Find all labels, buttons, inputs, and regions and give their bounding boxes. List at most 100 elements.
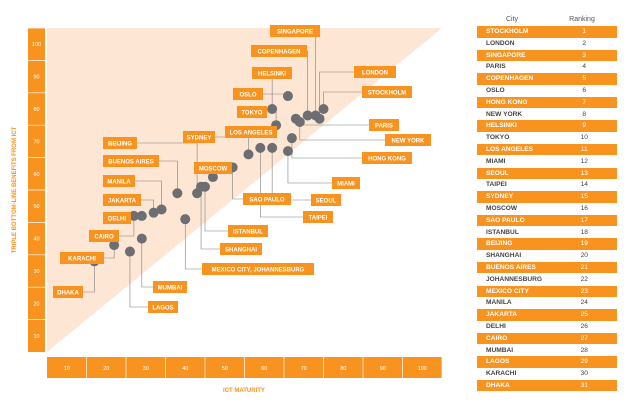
ranking-value: 2 [582, 39, 587, 47]
y-tick-label: 80 [33, 107, 39, 113]
point-label-box [332, 177, 360, 189]
x-tick-label: 20 [103, 366, 109, 372]
ranking-value: 9 [582, 122, 587, 130]
point-label-box [243, 193, 291, 205]
ranking-city: CAIRO [486, 334, 508, 342]
ranking-value: 14 [580, 181, 588, 189]
point-label-box [311, 194, 341, 206]
point-label: OSLO [239, 92, 256, 98]
ranking-row: ISTANBUL 18 [477, 226, 617, 239]
ranking-city: SEOUL [486, 169, 509, 177]
x-axis-bar: 10 20 30 40 50 60 70 80 90 100 [47, 357, 443, 378]
ranking-value: 13 [580, 169, 588, 177]
ranking-row: STOCKHOLM 1 [477, 26, 617, 38]
point-label: STOCKHOLM [368, 90, 407, 96]
point-label: JAKARTA [108, 198, 137, 204]
data-point-mexico-city-johannesburg [180, 214, 191, 225]
ranking-city: STOCKHOLM [486, 28, 529, 35]
point-label: DHAKA [57, 290, 79, 296]
ranking-value: 25 [580, 311, 588, 319]
point-label: SINGAPORE [277, 29, 313, 35]
y-tick-label: 40 [33, 237, 39, 243]
ranking-city: HELSINKI [486, 122, 517, 130]
ranking-city: TOKYO [486, 134, 510, 142]
ranking-value: 19 [580, 240, 588, 248]
point-label: SYDNEY [187, 135, 212, 141]
ranking-row: BEIJING 19 [477, 238, 617, 250]
point-label: COPENHAGEN [257, 49, 300, 55]
point-label: SEOUL [316, 198, 337, 204]
data-point-jakarta [148, 207, 159, 218]
point-label-box [237, 106, 267, 118]
ranking-value: 30 [580, 370, 588, 378]
point-label-box [369, 119, 399, 131]
ranking-city: LOS ANGELES [486, 145, 534, 153]
point-label-box [148, 301, 178, 313]
ranking-city: MANILA [486, 299, 512, 307]
ranking-row: LOS ANGELES 11 [477, 143, 617, 156]
data-point-istanbul [200, 181, 210, 192]
point-label: SAO PAULO [249, 197, 285, 203]
ranking-row: MANILA 24 [477, 297, 617, 309]
ranking-row: JAKARTA 25 [477, 309, 617, 321]
ranking-rows: STOCKHOLM 1 LONDON 2 SINGAPORE 3 PARIS 4 COPENHA… [477, 26, 617, 392]
ranking-value: 8 [582, 110, 587, 118]
point-label: TOKYO [241, 110, 263, 116]
ranking-city: MOSCOW [486, 204, 518, 212]
ranking-value: 1 [582, 28, 587, 35]
scatter-chart: 10 20 30 40 50 60 70 80 90 100 10 20 30 40 50 60 70 80 90… [12, 25, 443, 394]
leader-line [287, 151, 332, 184]
ranking-row: NEW YORK 8 [477, 108, 617, 121]
ranking-value: 5 [582, 75, 587, 83]
data-point-sydney [243, 149, 254, 160]
leader-line [299, 121, 385, 141]
point-label-box [183, 131, 215, 143]
point-label: HONG KONG [368, 156, 406, 162]
ranking-value: 23 [580, 287, 588, 295]
leader-line [159, 160, 178, 194]
point-label: KARACHI [68, 256, 96, 262]
ranking-row: MUMBAI 28 [477, 344, 617, 357]
ranking-city: PARIS [486, 63, 506, 71]
data-point-oslo [282, 91, 293, 102]
point-label-box [228, 225, 268, 237]
point-label: MEXICO CITY, JOHANNESBURG [212, 267, 305, 273]
ranking-city: MIAMI [486, 157, 506, 165]
ranking-row: KARACHI 30 [477, 368, 617, 380]
x-tick-label: 60 [261, 366, 267, 372]
city-column-header: City [505, 16, 519, 23]
leader-line [204, 186, 228, 232]
x-tick-label: 90 [380, 366, 386, 372]
ranking-city: KARACHI [486, 370, 517, 378]
ranking-value: 29 [580, 358, 588, 366]
ranking-city: BEIJING [486, 240, 513, 248]
point-labels: DHAKA KARACHI LAGOS MUMBAI CAIRO DELHI JAKARTA… [53, 25, 431, 313]
ranking-row: MEXICO CITY 23 [477, 285, 617, 298]
ranking-city: MEXICO CITY [486, 287, 529, 295]
point-label: NEW YORK [392, 138, 426, 144]
data-point-new-york [294, 116, 305, 127]
ranking-header: City Ranking [477, 14, 617, 26]
ranking-row: MOSCOW 16 [477, 202, 617, 215]
point-label-box [354, 66, 396, 78]
point-label-box [194, 162, 232, 174]
ranking-row: SAO PAULO 17 [477, 214, 617, 227]
x-tick-label: 100 [418, 366, 427, 372]
data-point-mumbai [136, 233, 147, 244]
point-label-box [362, 152, 412, 164]
data-point-moscow [207, 172, 218, 183]
ranking-value: 18 [580, 228, 588, 236]
point-label-box [252, 67, 292, 79]
data-point-seoul [267, 142, 278, 153]
ranking-row: SINGAPORE 3 [477, 49, 617, 62]
ranking-value: 3 [582, 51, 587, 59]
benefit-triangle [47, 28, 442, 352]
ranking-row: LONDON 2 [477, 37, 617, 50]
ranking-row: DHAKA 31 [477, 379, 617, 392]
data-point-miami [282, 146, 293, 157]
ranking-value: 16 [580, 204, 588, 212]
ranking-row: SYDNEY 15 [477, 191, 617, 203]
y-tick-label: 60 [33, 172, 39, 178]
point-label: SHANGHAI [225, 247, 257, 253]
ranking-value: 31 [580, 381, 588, 389]
